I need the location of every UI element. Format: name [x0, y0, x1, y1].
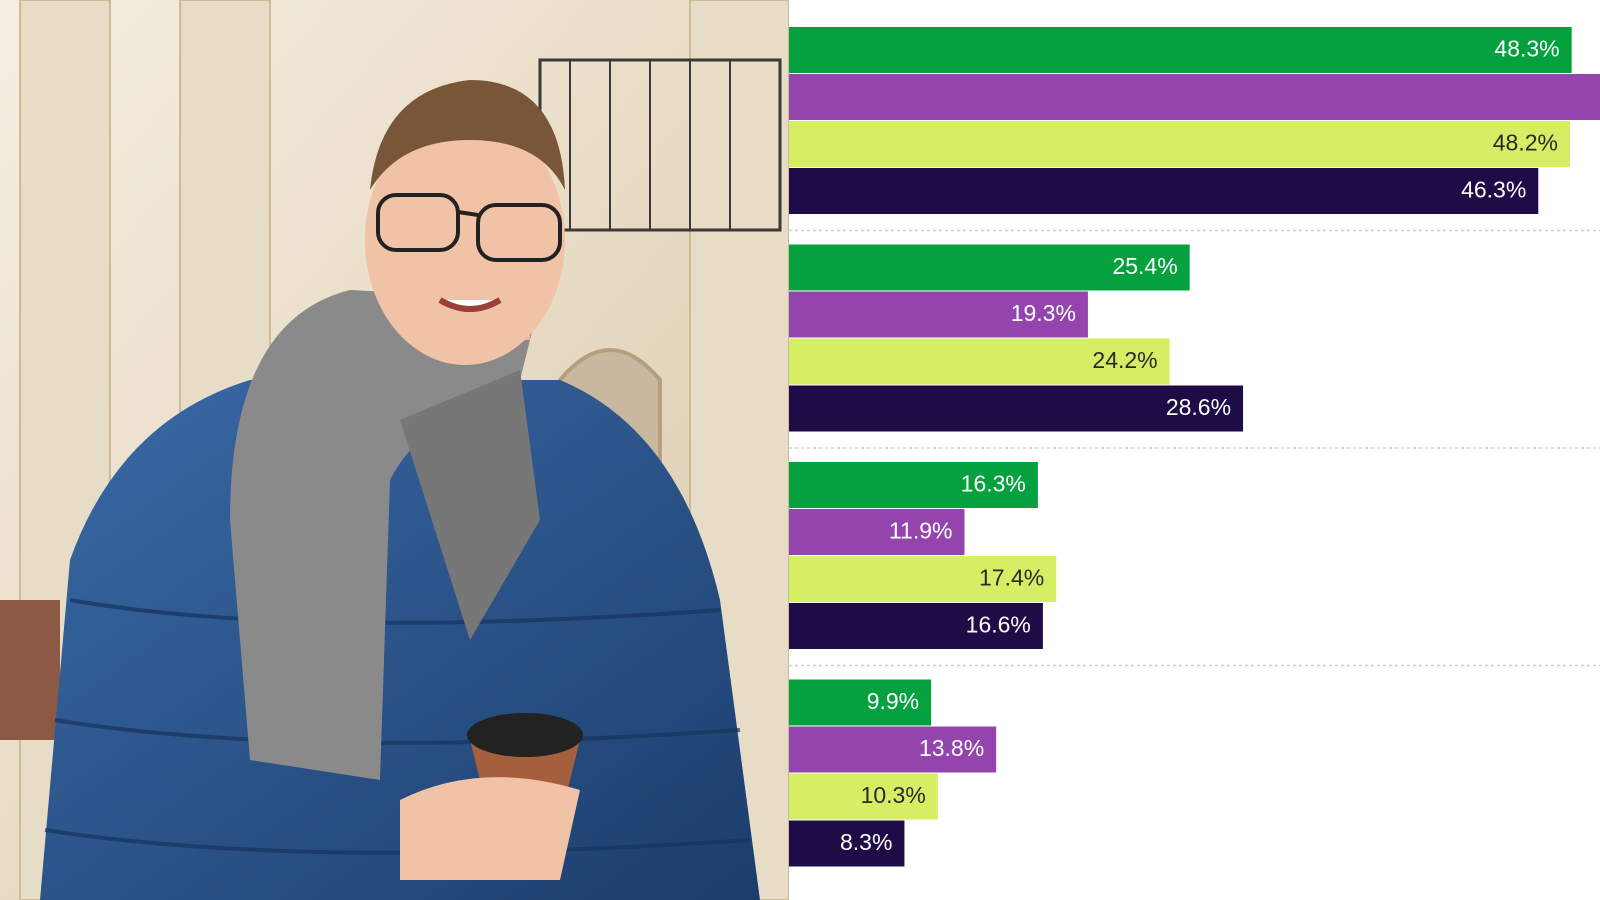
bar	[766, 121, 1570, 167]
bar	[766, 291, 1088, 338]
value-label: 8.3%	[840, 829, 892, 855]
bar	[766, 679, 932, 726]
value-label: 46.3%	[1461, 177, 1526, 203]
bar	[766, 820, 905, 867]
bar	[766, 338, 1170, 385]
value-label: 25.4%	[1112, 253, 1177, 279]
bar	[766, 462, 1038, 508]
value-label: 48.2%	[1493, 130, 1558, 156]
value-label: 13.8%	[919, 735, 984, 761]
bar	[766, 556, 1057, 602]
bar	[766, 773, 938, 820]
value-label: 24.2%	[1092, 347, 1157, 373]
value-label: 28.6%	[1166, 394, 1231, 420]
photo	[0, 0, 789, 900]
bar	[766, 385, 1244, 432]
value-label: 19.3%	[1011, 300, 1076, 326]
value-label: 11.9%	[889, 518, 953, 544]
bar	[766, 509, 965, 555]
bar	[766, 244, 1190, 291]
bar	[766, 603, 1043, 649]
value-label: 9.9%	[867, 688, 919, 714]
value-label: 16.6%	[966, 612, 1031, 638]
value-label: 16.3%	[961, 471, 1026, 497]
value-label: 17.4%	[979, 565, 1044, 591]
value-label: 10.3%	[861, 782, 926, 808]
bar	[766, 27, 1572, 73]
value-label: 48.3%	[1494, 36, 1559, 62]
bar	[766, 74, 1600, 120]
bar	[766, 168, 1539, 214]
bar	[766, 726, 997, 773]
